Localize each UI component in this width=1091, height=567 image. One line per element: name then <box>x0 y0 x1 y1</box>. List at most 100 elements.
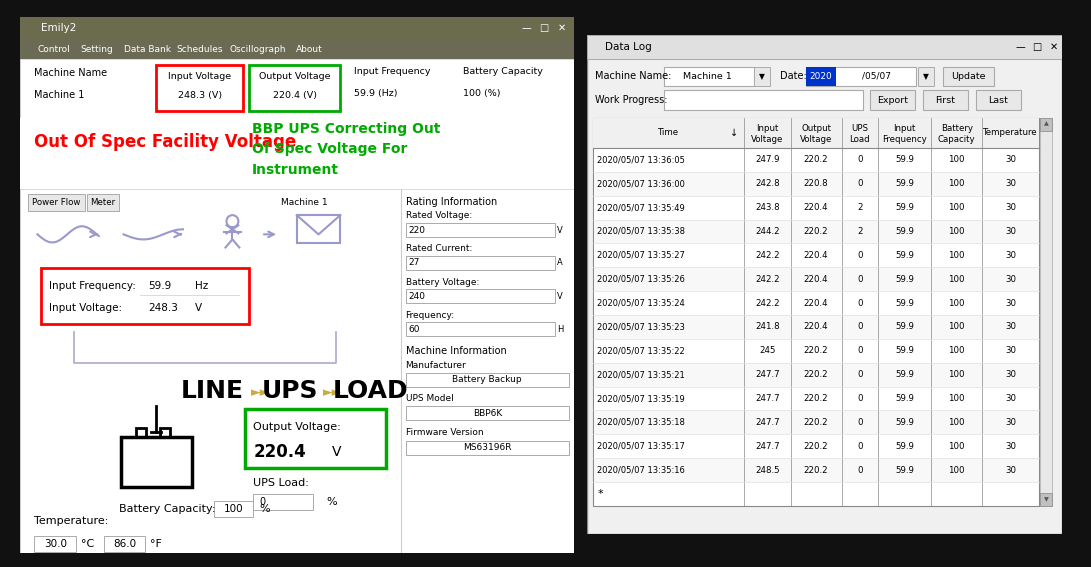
Text: 2020/05/07 13:35:18: 2020/05/07 13:35:18 <box>597 418 685 427</box>
Text: 2020/05/07 13:35:16: 2020/05/07 13:35:16 <box>597 466 685 475</box>
Text: Of Spec Voltage For: Of Spec Voltage For <box>252 142 408 156</box>
Text: 30: 30 <box>1005 274 1016 284</box>
Text: 220.4: 220.4 <box>253 443 305 461</box>
Bar <box>595 387 1039 411</box>
Bar <box>976 91 1021 110</box>
Text: 220.4: 220.4 <box>804 274 828 284</box>
Text: 0: 0 <box>260 497 265 507</box>
Text: 100: 100 <box>948 179 964 188</box>
Text: V: V <box>333 445 341 459</box>
Text: Input: Input <box>894 124 915 133</box>
Bar <box>249 65 340 111</box>
Bar <box>1040 493 1053 506</box>
Text: Firmware Version: Firmware Version <box>406 429 483 438</box>
Bar <box>406 373 568 387</box>
Text: 30: 30 <box>1005 418 1016 427</box>
Text: Schedules: Schedules <box>177 45 223 54</box>
Bar <box>245 409 386 468</box>
Text: Control: Control <box>37 45 70 54</box>
Text: Instrument: Instrument <box>252 163 339 176</box>
Text: 59.9: 59.9 <box>896 179 914 188</box>
Text: UPS: UPS <box>262 379 319 403</box>
Text: Machine Information: Machine Information <box>406 345 506 356</box>
Bar <box>595 411 1039 434</box>
Bar <box>214 501 253 518</box>
Text: 30: 30 <box>1005 394 1016 403</box>
Text: Out Of Spec Facility Voltage: Out Of Spec Facility Voltage <box>35 133 297 151</box>
Bar <box>406 289 555 303</box>
Text: 30.0: 30.0 <box>44 539 67 549</box>
Bar <box>595 434 1039 458</box>
Text: 30: 30 <box>1005 155 1016 164</box>
Text: Data Log: Data Log <box>606 42 652 52</box>
Text: 2020/05/07 13:35:23: 2020/05/07 13:35:23 <box>597 323 685 332</box>
Text: 59.9: 59.9 <box>896 466 914 475</box>
Text: 59.9: 59.9 <box>896 251 914 260</box>
Text: 244.2: 244.2 <box>755 227 780 236</box>
Text: □: □ <box>1032 42 1042 52</box>
Text: Oscillograph: Oscillograph <box>229 45 286 54</box>
Text: 0: 0 <box>858 346 863 356</box>
Bar <box>754 66 770 86</box>
Text: 2020/05/07 13:35:26: 2020/05/07 13:35:26 <box>597 274 685 284</box>
Text: %: % <box>260 505 269 514</box>
Text: ►►: ►► <box>251 387 269 400</box>
Text: BBP6K: BBP6K <box>472 409 502 418</box>
Bar <box>406 256 555 270</box>
Bar <box>595 196 1039 219</box>
Text: 0: 0 <box>858 323 863 332</box>
Text: 59.9: 59.9 <box>896 155 914 164</box>
Text: 242.2: 242.2 <box>755 299 780 307</box>
Text: Capacity: Capacity <box>938 135 975 144</box>
Text: ▼: ▼ <box>923 72 930 81</box>
Text: 100: 100 <box>224 505 243 514</box>
Text: 0: 0 <box>858 442 863 451</box>
Text: 0: 0 <box>858 299 863 307</box>
Text: 27: 27 <box>409 258 420 267</box>
Bar <box>595 267 1039 291</box>
Text: 220.4: 220.4 <box>804 251 828 260</box>
Text: 2: 2 <box>858 203 863 212</box>
Text: UPS Load:: UPS Load: <box>253 478 309 488</box>
Bar <box>160 429 170 437</box>
Text: Rated Voltage:: Rated Voltage: <box>406 211 472 220</box>
Text: 2020/05/07 13:35:22: 2020/05/07 13:35:22 <box>597 346 685 356</box>
Text: Battery Voltage:: Battery Voltage: <box>406 278 479 287</box>
Bar <box>406 406 568 420</box>
Text: 59.9: 59.9 <box>896 274 914 284</box>
Bar <box>595 172 1039 196</box>
Text: 30: 30 <box>1005 299 1016 307</box>
Text: %: % <box>326 497 337 507</box>
Text: Meter: Meter <box>91 197 116 206</box>
Text: Machine 1: Machine 1 <box>281 197 328 206</box>
Text: 0: 0 <box>858 155 863 164</box>
Text: 242.2: 242.2 <box>755 274 780 284</box>
Text: 220.2: 220.2 <box>804 155 828 164</box>
Text: Battery: Battery <box>940 124 973 133</box>
Text: Time: Time <box>658 128 679 137</box>
Text: ▼: ▼ <box>1044 497 1048 502</box>
Text: 100: 100 <box>948 466 964 475</box>
Text: Frequency: Frequency <box>883 135 927 144</box>
Text: About: About <box>296 45 323 54</box>
Text: 30: 30 <box>1005 442 1016 451</box>
Text: Power Flow: Power Flow <box>32 197 81 206</box>
Bar <box>595 291 1039 315</box>
Text: 100: 100 <box>948 155 964 164</box>
Text: Temperature: Temperature <box>983 128 1038 137</box>
Bar <box>406 441 568 455</box>
Text: Input Voltage:: Input Voltage: <box>49 303 122 313</box>
Text: 247.7: 247.7 <box>755 370 780 379</box>
Text: 100: 100 <box>948 203 964 212</box>
Text: UPS Model: UPS Model <box>406 394 454 403</box>
Bar <box>1040 117 1053 506</box>
Text: 59.9: 59.9 <box>896 203 914 212</box>
Text: 220.4: 220.4 <box>804 203 828 212</box>
Text: 2: 2 <box>858 227 863 236</box>
Text: 30: 30 <box>1005 203 1016 212</box>
Text: Output Voltage:: Output Voltage: <box>253 422 341 433</box>
Text: Temperature:: Temperature: <box>35 517 109 527</box>
Text: 220.4: 220.4 <box>804 299 828 307</box>
Text: 100: 100 <box>948 394 964 403</box>
Text: 59.9: 59.9 <box>896 227 914 236</box>
